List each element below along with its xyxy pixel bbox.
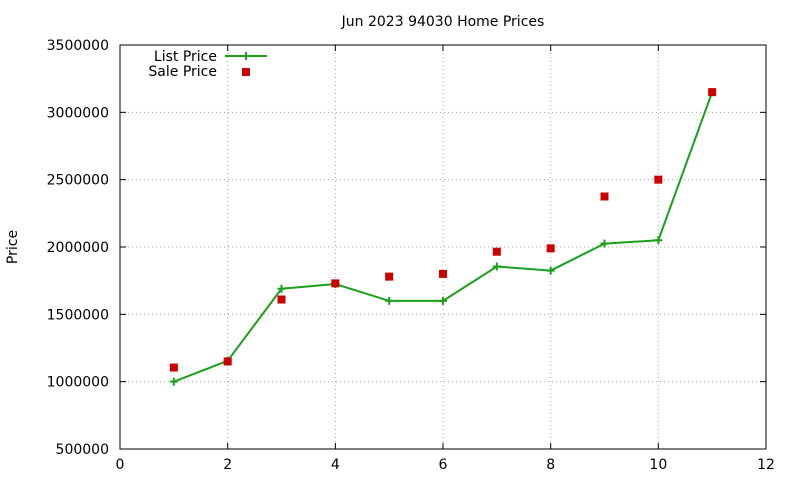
sale-price-point (169, 363, 178, 372)
list-price-point (277, 284, 286, 293)
legend-swatch-list-price-marker (242, 52, 250, 60)
y-axis-label: Price (5, 230, 21, 264)
list-price-point (385, 296, 394, 305)
sale-price-point (492, 247, 501, 256)
y-tick-labels: 500000 1000000 1500000 2000000 2500000 300000… (47, 38, 109, 458)
grid-lines (120, 45, 766, 449)
x-tick-labels: 0 2 4 6 8 10 12 (116, 457, 775, 473)
sale-price-point (708, 88, 717, 97)
sale-price-point (223, 357, 232, 366)
y-tick-label: 2500000 (47, 173, 109, 189)
x-tick-label: 2 (223, 457, 232, 473)
y-tick-label: 3500000 (47, 38, 109, 54)
legend-swatches (225, 52, 267, 76)
legend-label-sale-price: Sale Price (148, 64, 217, 80)
legend: List Price Sale Price (148, 49, 267, 80)
y-tick-label: 1000000 (47, 375, 109, 391)
series-layer (169, 88, 717, 386)
y-tick-label: 2000000 (47, 240, 109, 256)
chart-title: Jun 2023 94030 Home Prices (341, 14, 545, 30)
sale-price-point (331, 279, 340, 288)
x-tick-label: 12 (757, 457, 775, 473)
sale-price-point (439, 269, 447, 278)
list-price-point (439, 296, 447, 305)
sale-price-point (546, 244, 555, 253)
legend-label-list-price: List Price (154, 49, 217, 65)
sale-price-point (385, 272, 394, 281)
list-price-point (546, 266, 555, 275)
sale-price-point (600, 192, 609, 201)
series-sale-price (169, 88, 717, 372)
legend-swatch-sale-price (242, 68, 250, 76)
x-tick-label: 10 (649, 457, 667, 473)
list-price-point (169, 377, 178, 386)
tick-marks (119, 44, 767, 450)
x-tick-label: 8 (546, 457, 555, 473)
list-price-point (600, 239, 609, 248)
sale-price-point (654, 175, 663, 184)
x-tick-label: 6 (439, 457, 448, 473)
list-price-line (173, 91, 714, 383)
y-tick-label: 1500000 (47, 307, 109, 323)
y-tick-label: 3000000 (47, 105, 109, 121)
x-tick-label: 0 (116, 457, 125, 473)
list-price-point (654, 236, 663, 245)
sale-price-point (277, 295, 286, 304)
y-tick-label: 500000 (56, 442, 109, 458)
x-tick-label: 4 (331, 457, 340, 473)
list-price-point (492, 262, 501, 271)
